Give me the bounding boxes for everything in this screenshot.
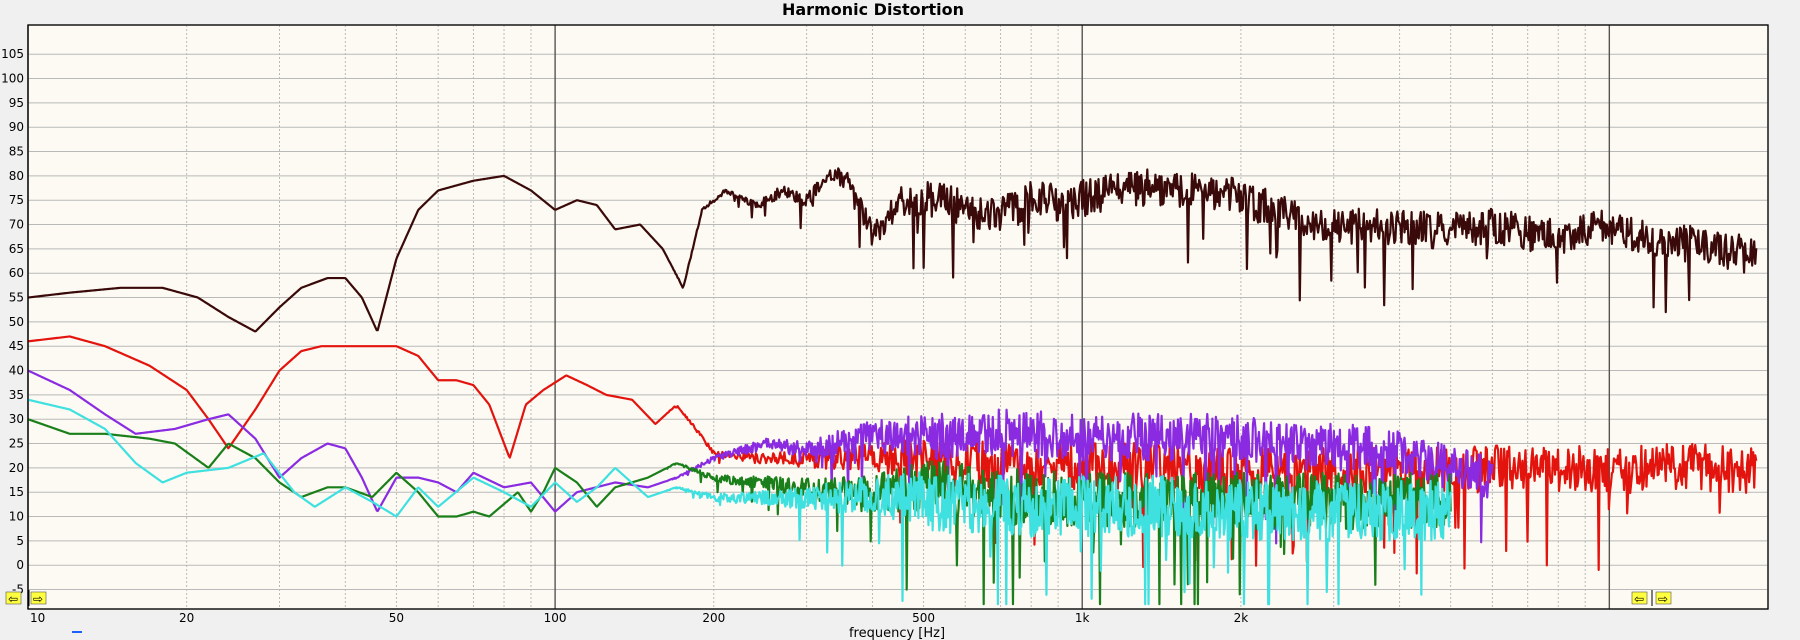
y-axis-ticks: -5 0 5 10 15 20 25 30 35 40 45 50 55 60 65 70 75 80 85 90 95… [1, 47, 24, 596]
y-tick-label: 50 [9, 315, 24, 329]
y-tick-label: 5 [16, 534, 24, 548]
y-tick-label: 90 [9, 120, 24, 134]
y-tick-label: 0 [16, 558, 24, 572]
y-tick-label: 35 [9, 388, 24, 402]
y-tick-label: -5 [12, 583, 24, 597]
y-tick-label: 75 [9, 193, 24, 207]
series-line-5 [27, 398, 1452, 606]
y-tick-label: 95 [9, 96, 24, 110]
x-tick-label: 500 [912, 611, 935, 625]
series-line-1 [27, 167, 1758, 333]
svg-text:⇨: ⇨ [33, 592, 43, 606]
x-tick-label: 2k [1234, 611, 1249, 625]
y-tick-label: 20 [9, 461, 24, 475]
y-tick-label: 40 [9, 364, 24, 378]
x-axis-label: frequency [Hz] [849, 626, 945, 640]
x-axis-ticks: 10 20 50 100 200 500 1k 2k [30, 611, 1248, 625]
y-tick-label: 15 [9, 485, 24, 499]
y-tick-label: 70 [9, 218, 24, 232]
y-tick-label: 25 [9, 437, 24, 451]
chart-title: Harmonic Distortion [782, 0, 964, 19]
plot-border [27, 24, 1769, 610]
grid-lines [27, 25, 1769, 609]
x-tick-label: 50 [389, 611, 404, 625]
y-tick-label: 30 [9, 412, 24, 426]
y-tick-label: 60 [9, 266, 24, 280]
svg-text:⇦: ⇦ [8, 592, 18, 606]
x-tick-label: 20 [179, 611, 194, 625]
y-tick-label: 10 [9, 510, 24, 524]
y-tick-label: 55 [9, 291, 24, 305]
y-tick-label: 80 [9, 169, 24, 183]
series-line-4 [27, 418, 1452, 606]
series-group [27, 167, 1758, 606]
svg-text:⇦: ⇦ [1634, 592, 1644, 606]
y-tick-label: 100 [1, 72, 24, 86]
left-cursor-arrows[interactable]: ⇦ ⇨ [5, 590, 47, 606]
y-tick-label: 65 [9, 242, 24, 256]
x-tick-label: 200 [702, 611, 725, 625]
x-tick-label: 10 [30, 611, 45, 625]
y-tick-label: 105 [1, 47, 24, 61]
x-tick-label: 1k [1075, 611, 1090, 625]
x-tick-label: 100 [544, 611, 567, 625]
right-cursor-arrows[interactable]: ⇦ ⇨ [1631, 590, 1672, 606]
y-tick-label: 45 [9, 339, 24, 353]
y-tick-label: 85 [9, 145, 24, 159]
svg-text:⇨: ⇨ [1658, 592, 1668, 606]
